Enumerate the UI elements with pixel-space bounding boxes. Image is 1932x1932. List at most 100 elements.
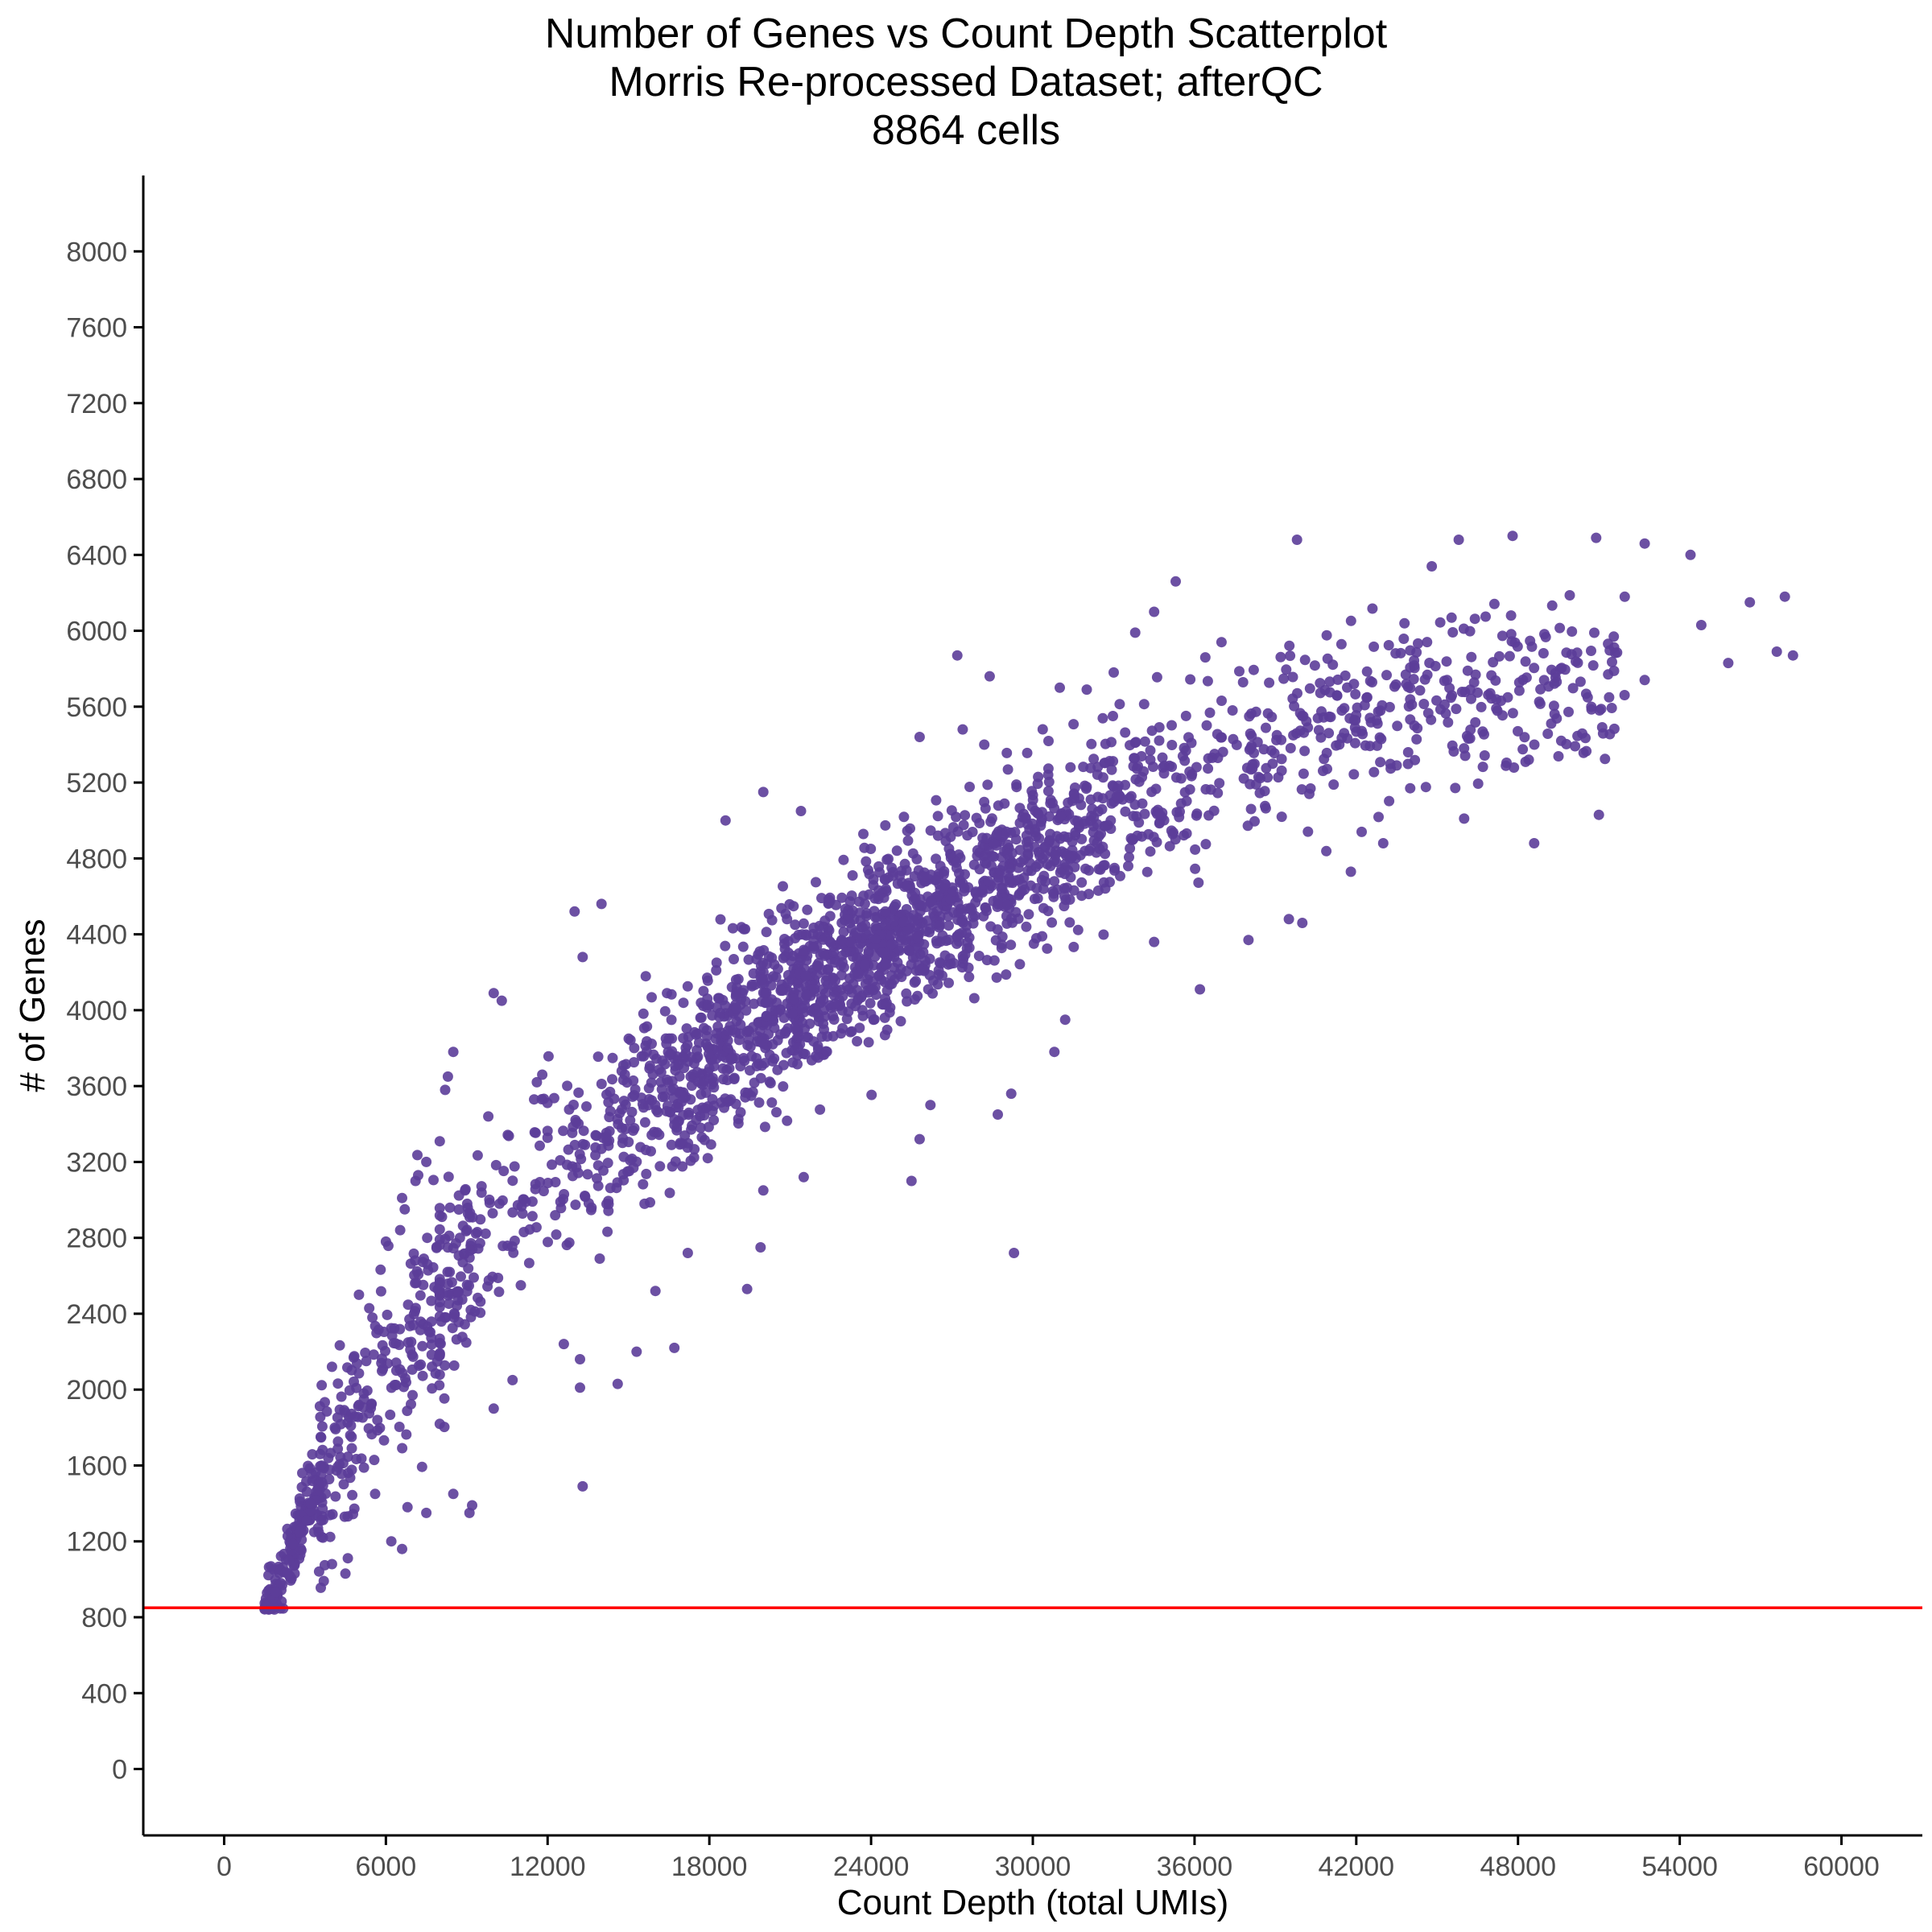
scatter-point (423, 1326, 435, 1337)
scatter-point (1203, 810, 1214, 821)
x-tick-label: 12000 (510, 1852, 586, 1882)
scatter-point (364, 1302, 375, 1314)
scatter-point (738, 923, 749, 935)
scatter-point (1453, 535, 1464, 545)
scatter-point (435, 1338, 446, 1349)
scatter-point (523, 1257, 535, 1269)
scatter-point (669, 1119, 680, 1130)
scatter-point (1154, 809, 1166, 820)
scatter-point (488, 1403, 499, 1414)
scatter-point (617, 1122, 627, 1133)
scatter-point (483, 1111, 494, 1122)
scatter-point (651, 1104, 662, 1116)
scatter-point (838, 854, 849, 865)
scatter-point (1123, 861, 1133, 872)
scatter-point (638, 1008, 649, 1019)
scatter-point (426, 1339, 437, 1350)
scatter-point (1459, 813, 1470, 824)
scatter-point (1507, 708, 1518, 719)
x-tick-label: 30000 (995, 1852, 1071, 1882)
scatter-point (809, 984, 820, 995)
scatter-point (1021, 921, 1032, 932)
scatter-point (607, 1052, 618, 1063)
scatter-point (326, 1558, 337, 1570)
scatter-point (602, 1226, 613, 1237)
scatter-point (861, 928, 872, 939)
scatter-point (330, 1423, 341, 1435)
scatter-point (1201, 720, 1212, 731)
scatter-point (581, 1101, 592, 1112)
scatter-point (1451, 704, 1462, 715)
scatter-point (415, 1359, 427, 1370)
scatter-point (394, 1224, 406, 1236)
scatter-point (397, 1543, 407, 1554)
scatter-point (722, 1025, 733, 1036)
scatter-point (1002, 764, 1013, 775)
scatter-point (997, 931, 1008, 943)
scatter-point (1612, 647, 1623, 658)
scatter-point (819, 988, 831, 999)
scatter-point (1301, 716, 1312, 727)
scatter-point (315, 1431, 326, 1443)
scatter-point (448, 1360, 460, 1371)
scatter-point (964, 972, 975, 983)
scatter-point (1146, 725, 1158, 737)
scatter-point (1120, 727, 1131, 738)
scatter-point (1383, 640, 1394, 650)
scatter-point (402, 1337, 414, 1348)
x-tick-label: 48000 (1480, 1852, 1556, 1882)
scatter-point (1147, 762, 1158, 772)
scatter-point (607, 1074, 617, 1085)
scatter-point (1216, 732, 1228, 743)
points-layer (259, 530, 1798, 1615)
scatter-point (336, 1391, 347, 1402)
scatter-point (641, 1168, 652, 1179)
scatter-point (725, 1054, 737, 1065)
scatter-point (673, 1059, 684, 1071)
scatter-point (1007, 917, 1018, 928)
scatter-point (792, 1042, 803, 1053)
scatter-point (305, 1505, 316, 1517)
scatter-point (731, 1003, 742, 1014)
scatter-point (1608, 665, 1620, 676)
scatter-point (663, 1076, 674, 1088)
scatter-point (924, 953, 935, 964)
scatter-point (1477, 762, 1488, 773)
scatter-point (1381, 670, 1392, 681)
scatter-point (910, 976, 922, 987)
scatter-point (729, 1074, 740, 1084)
scatter-point (427, 1383, 438, 1394)
scatter-point (1078, 762, 1089, 773)
scatter-point (1744, 597, 1756, 608)
scatter-point (410, 1278, 421, 1289)
scatter-point (603, 1199, 614, 1210)
scatter-point (612, 1378, 623, 1389)
scatter-point (751, 1060, 762, 1071)
scatter-point (1456, 687, 1468, 697)
scatter-point (886, 939, 898, 950)
scatter-point (448, 1488, 459, 1500)
scatter-point (443, 1290, 454, 1301)
scatter-point (961, 943, 972, 954)
scatter-point (442, 1071, 453, 1082)
scatter-point (970, 887, 981, 898)
scatter-point (1032, 893, 1043, 904)
x-tick-label: 36000 (1157, 1852, 1233, 1882)
scatter-point (868, 985, 879, 996)
scatter-point (811, 877, 821, 888)
scatter-point (275, 1578, 287, 1589)
scatter-point (881, 985, 893, 997)
scatter-point (1422, 669, 1433, 680)
scatter-point (287, 1538, 299, 1550)
scatter-point (1771, 646, 1782, 657)
scatter-point (562, 1080, 573, 1092)
scatter-point (1045, 861, 1056, 872)
y-tick-label: 1200 (66, 1527, 127, 1558)
scatter-point (782, 977, 794, 988)
scatter-point (390, 1357, 402, 1368)
scatter-point (1315, 732, 1327, 743)
scatter-point (1549, 708, 1560, 720)
scatter-point (453, 1190, 464, 1201)
scatter-point (722, 1042, 733, 1054)
scatter-point (829, 957, 840, 968)
